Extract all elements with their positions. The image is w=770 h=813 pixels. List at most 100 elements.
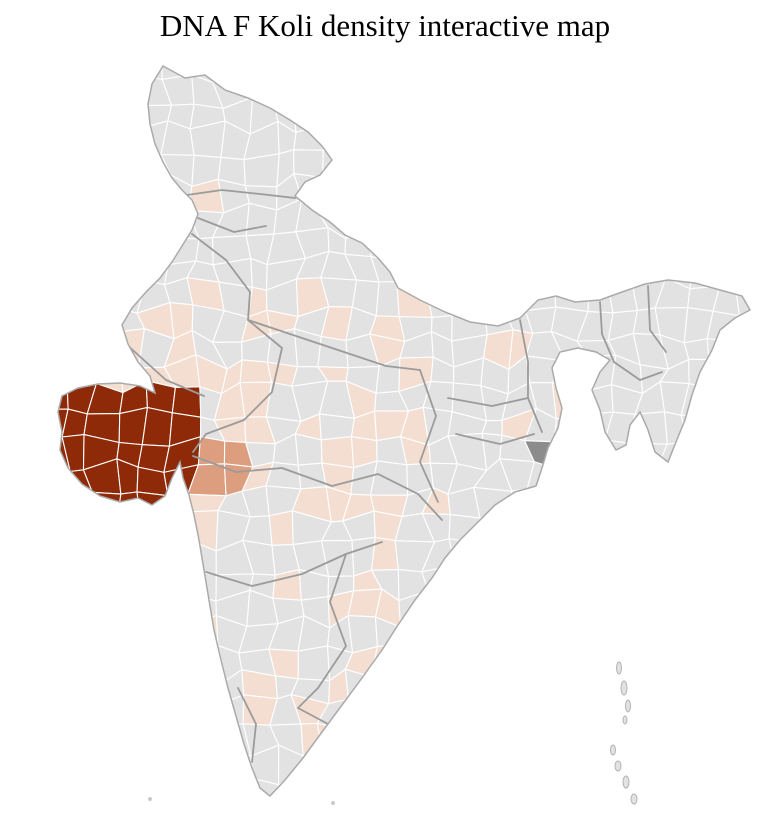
district[interactable]	[736, 587, 769, 625]
district[interactable]	[732, 93, 768, 126]
district[interactable]	[345, 121, 383, 162]
district[interactable]	[628, 46, 664, 84]
district[interactable]	[297, 645, 331, 682]
district[interactable]	[687, 775, 722, 808]
district[interactable]	[483, 255, 511, 282]
district[interactable]	[396, 281, 433, 318]
district[interactable]	[766, 73, 770, 109]
district[interactable]	[576, 121, 612, 162]
district[interactable]	[526, 53, 566, 82]
district[interactable]	[446, 78, 488, 106]
district[interactable]	[662, 775, 695, 807]
district[interactable]	[168, 722, 198, 751]
district[interactable]	[292, 106, 332, 134]
district[interactable]	[681, 614, 712, 650]
district[interactable]	[58, 484, 94, 522]
district[interactable]	[59, 206, 97, 234]
district[interactable]	[741, 514, 767, 541]
district[interactable]	[447, 99, 488, 130]
district[interactable]	[738, 356, 767, 395]
district[interactable]	[656, 805, 693, 813]
district[interactable]	[116, 491, 140, 522]
district[interactable]	[292, 72, 330, 110]
district[interactable]	[370, 202, 400, 238]
district[interactable]	[451, 278, 487, 317]
district[interactable]	[318, 176, 357, 214]
district[interactable]	[628, 411, 668, 445]
district[interactable]	[552, 251, 591, 289]
district[interactable]	[556, 589, 591, 620]
district[interactable]	[764, 291, 770, 311]
district[interactable]	[34, 569, 70, 594]
district[interactable]	[681, 640, 715, 682]
district[interactable]	[526, 223, 557, 264]
district[interactable]	[345, 98, 383, 125]
district[interactable]	[686, 488, 721, 519]
district[interactable]	[190, 698, 226, 726]
district[interactable]	[455, 695, 480, 730]
district[interactable]	[192, 722, 226, 748]
district[interactable]	[736, 413, 770, 444]
district[interactable]	[609, 152, 640, 188]
district[interactable]	[318, 413, 356, 441]
district[interactable]	[212, 51, 254, 84]
district[interactable]	[88, 201, 119, 235]
district[interactable]	[61, 433, 85, 473]
district[interactable]	[134, 695, 172, 729]
district[interactable]	[551, 381, 583, 420]
district[interactable]	[536, 547, 562, 576]
district[interactable]	[478, 753, 514, 777]
district[interactable]	[765, 538, 770, 575]
district[interactable]	[215, 777, 254, 808]
district[interactable]	[579, 488, 612, 517]
district[interactable]	[708, 774, 743, 806]
district[interactable]	[376, 171, 410, 211]
district[interactable]	[58, 619, 97, 654]
district[interactable]	[94, 278, 119, 316]
district[interactable]	[34, 541, 68, 578]
district[interactable]	[41, 93, 69, 129]
district[interactable]	[394, 722, 434, 754]
district[interactable]	[67, 120, 92, 159]
district[interactable]	[501, 620, 541, 655]
district[interactable]	[424, 672, 462, 706]
district[interactable]	[34, 206, 71, 229]
district[interactable]	[503, 78, 528, 109]
district[interactable]	[115, 666, 142, 704]
district[interactable]	[93, 307, 119, 335]
district[interactable]	[690, 74, 721, 109]
district[interactable]	[735, 249, 770, 292]
district[interactable]	[164, 804, 201, 813]
district[interactable]	[525, 748, 557, 774]
district[interactable]	[84, 643, 120, 673]
district[interactable]	[560, 160, 584, 186]
district[interactable]	[33, 328, 60, 370]
district[interactable]	[295, 197, 329, 233]
district[interactable]	[523, 121, 563, 162]
district[interactable]	[628, 748, 667, 784]
district[interactable]	[628, 158, 663, 183]
district[interactable]	[116, 514, 140, 552]
district[interactable]	[164, 566, 199, 598]
district[interactable]	[529, 589, 563, 622]
district[interactable]	[525, 728, 558, 754]
district[interactable]	[476, 620, 506, 653]
district[interactable]	[36, 226, 71, 256]
district[interactable]	[58, 306, 97, 341]
district[interactable]	[523, 510, 562, 551]
district[interactable]	[137, 172, 172, 214]
district[interactable]	[378, 798, 403, 813]
district[interactable]	[579, 536, 611, 571]
district[interactable]	[58, 175, 97, 208]
district[interactable]	[526, 772, 557, 809]
district[interactable]	[687, 746, 722, 783]
district[interactable]	[371, 76, 400, 102]
district[interactable]	[111, 97, 146, 129]
district[interactable]	[602, 490, 642, 520]
district[interactable]	[524, 666, 558, 703]
district[interactable]	[239, 359, 273, 384]
district[interactable]	[37, 459, 72, 497]
district[interactable]	[375, 281, 400, 318]
district[interactable]	[656, 463, 688, 500]
district[interactable]	[31, 592, 72, 629]
